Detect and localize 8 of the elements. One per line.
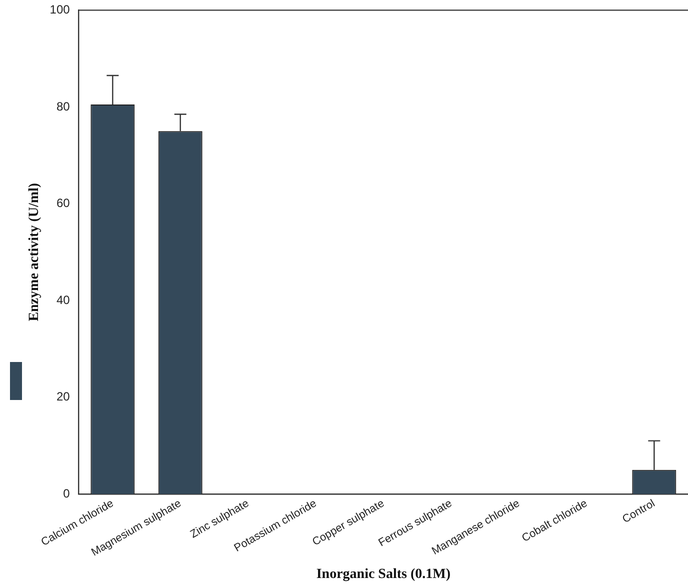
x-axis-title: Inorganic Salts (0.1M) — [316, 567, 451, 582]
y-tick-label: 20 — [56, 390, 70, 404]
y-tick-label: 80 — [56, 99, 70, 114]
y-tick-label: 100 — [50, 2, 70, 17]
y-tick-label: 0 — [63, 486, 70, 500]
y-tick-label: 60 — [56, 196, 70, 210]
y-tick-label: 40 — [56, 292, 70, 307]
y-axis-title: Enzyme activity (U/ml) — [27, 182, 42, 322]
